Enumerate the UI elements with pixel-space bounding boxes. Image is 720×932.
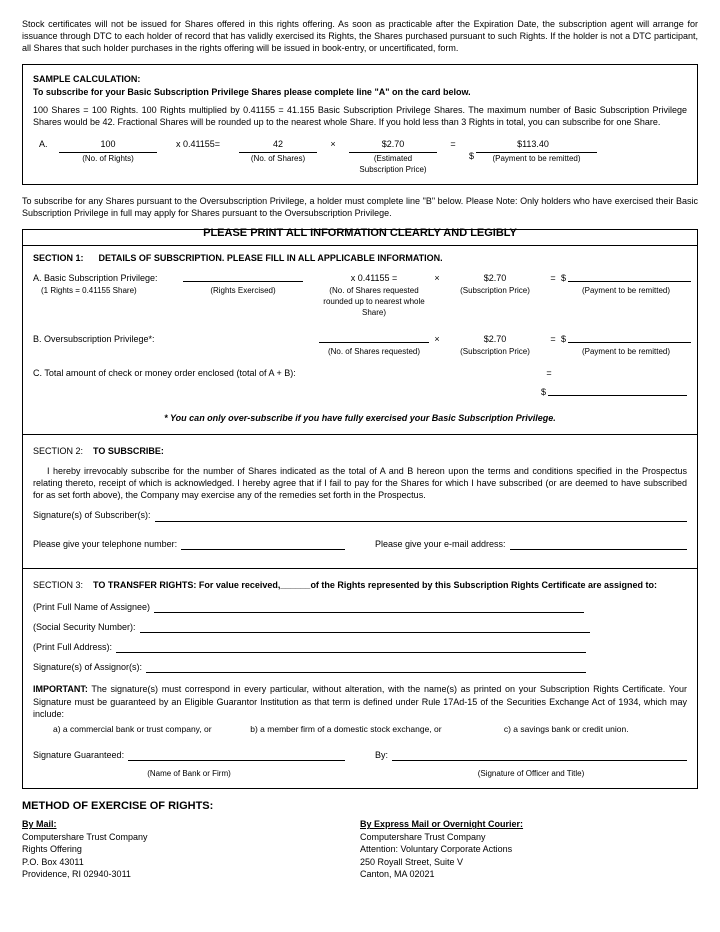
b-label: B. Oversubscription Privilege*: — [33, 333, 183, 345]
b-noshares: (No. of Shares requested) — [319, 347, 429, 358]
row-b-grid: B. Oversubscription Privilege*: × $2.70 … — [33, 333, 687, 358]
val-payment: $113.40 — [469, 138, 597, 150]
subscription-form-box: PLEASE PRINT ALL INFORMATION CLEARLY AND… — [22, 229, 698, 789]
assignor-sig-input[interactable] — [146, 664, 586, 673]
section1-header: SECTION 1: DETAILS OF SUBSCRIPTION. PLEA… — [33, 252, 687, 264]
opt-c: c) a savings bank or credit union. — [504, 724, 687, 735]
op-eq: = — [443, 138, 463, 176]
sample-h2: To subscribe for your Basic Subscription… — [33, 86, 687, 98]
email-input[interactable] — [510, 541, 687, 550]
a-times: × — [429, 272, 445, 284]
divider-2 — [23, 568, 697, 569]
guarantor-options: a) a commercial bank or trust company, o… — [53, 724, 687, 735]
sample-calculation-box: SAMPLE CALCULATION: To subscribe for you… — [22, 64, 698, 184]
c-label: C. Total amount of check or money order … — [33, 367, 541, 379]
mail-l1: Computershare Trust Company — [22, 831, 360, 844]
a-payment-input[interactable] — [568, 272, 691, 282]
b-eq: = — [545, 333, 561, 345]
sample-body: 100 Shares = 100 Rights. 100 Rights mult… — [33, 104, 687, 128]
section2-header: SECTION 2: TO SUBSCRIBE: — [33, 445, 687, 457]
sample-calc-row: A. 100 (No. of Rights) x 0.41155= 42 (No… — [33, 138, 687, 176]
b-subprice: (Subscription Price) — [445, 347, 545, 358]
opt-b: b) a member firm of a domestic stock exc… — [250, 724, 504, 735]
sec2-body: I hereby irrevocably subscribe for the n… — [33, 465, 687, 501]
row-c: C. Total amount of check or money order … — [33, 367, 687, 379]
exp-l1: Computershare Trust Company — [360, 831, 698, 844]
mail-l2: Rights Offering — [22, 843, 360, 856]
ssn-label: (Social Security Number): — [33, 621, 140, 633]
assignee-input[interactable] — [154, 604, 584, 613]
a-label: A. Basic Subscription Privilege: — [33, 272, 183, 284]
val-rights: 100 — [59, 138, 157, 150]
signature-input[interactable] — [155, 513, 687, 522]
assignee-label: (Print Full Name of Assignee) — [33, 601, 154, 613]
exp-l4: Canton, MA 02021 — [360, 868, 698, 881]
op-mult: x 0.41155= — [163, 138, 233, 176]
sample-h1: SAMPLE CALCULATION: — [33, 73, 687, 85]
address-input[interactable] — [116, 644, 586, 653]
assignor-sig-label: Signature(s) of Assignor(s): — [33, 661, 146, 673]
val-shares: 42 — [239, 138, 317, 150]
form-header: PLEASE PRINT ALL INFORMATION CLEARLY AND… — [23, 222, 697, 246]
important-note: IMPORTANT: The signature(s) must corresp… — [33, 683, 687, 719]
c-eq: = — [541, 367, 557, 379]
oversubscription-notice: To subscribe for any Shares pursuant to … — [22, 195, 698, 219]
method-header: METHOD OF EXERCISE OF RIGHTS: — [22, 799, 698, 814]
b-payremit: (Payment to be remitted) — [561, 347, 691, 358]
b-shares-input[interactable] — [319, 333, 429, 343]
a-eq: = — [545, 272, 561, 284]
bank-name-label: (Name of Bank or Firm) — [33, 769, 345, 780]
dollar-sign: $ — [469, 150, 476, 165]
lbl-shares: (No. of Shares) — [239, 152, 317, 165]
exp-l3: 250 Royall Street, Suite V — [360, 856, 698, 869]
c-total-input[interactable] — [548, 386, 687, 396]
row-a-grid: A. Basic Subscription Privilege: x 0.411… — [33, 272, 687, 319]
by-mail-header: By Mail: — [22, 818, 360, 831]
sig-guar-input[interactable] — [128, 752, 345, 761]
a-noshares: (No. of Shares requested rounded up to n… — [319, 286, 429, 318]
divider-1 — [23, 434, 697, 435]
oversubscribe-footnote: * You can only over-subscribe if you hav… — [33, 412, 687, 424]
telephone-input[interactable] — [181, 541, 345, 550]
val-price: $2.70 — [349, 138, 437, 150]
mail-l4: Providence, RI 02940-3011 — [22, 868, 360, 881]
a-rights-input[interactable] — [183, 272, 303, 282]
lbl-rights: (No. of Rights) — [59, 152, 157, 165]
email-label: Please give your e-mail address: — [375, 538, 510, 550]
tel-label: Please give your telephone number: — [33, 538, 181, 550]
b-payment-input[interactable] — [568, 333, 691, 343]
address-columns: By Mail: Computershare Trust Company Rig… — [22, 818, 698, 881]
a-mult: x 0.41155 = — [319, 272, 429, 284]
by-input[interactable] — [392, 752, 687, 761]
op-times: × — [323, 138, 343, 176]
officer-sig-label: (Signature of Officer and Title) — [375, 769, 687, 780]
intro-paragraph: Stock certificates will not be issued fo… — [22, 18, 698, 54]
a-rights-ex: (Rights Exercised) — [183, 286, 303, 297]
section3-header: SECTION 3: TO TRANSFER RIGHTS: For value… — [33, 579, 687, 591]
a-subprice: (Subscription Price) — [445, 286, 545, 297]
label-a: A. — [33, 138, 53, 176]
lbl-payment: (Payment to be remitted) — [476, 152, 597, 165]
b-times: × — [429, 333, 445, 345]
a-note: (1 Rights = 0.41155 Share) — [33, 286, 183, 297]
a-price: $2.70 — [445, 272, 545, 284]
opt-a: a) a commercial bank or trust company, o… — [53, 724, 250, 735]
by-label: By: — [375, 749, 392, 761]
sig-guar-label: Signature Guaranteed: — [33, 749, 128, 761]
mail-l3: P.O. Box 43011 — [22, 856, 360, 869]
a-payremit: (Payment to be remitted) — [561, 286, 691, 297]
b-price: $2.70 — [445, 333, 545, 345]
sig-label: Signature(s) of Subscriber(s): — [33, 509, 155, 521]
lbl-price: (Estimated Subscription Price) — [349, 152, 437, 176]
ssn-input[interactable] — [140, 624, 590, 633]
addr-label: (Print Full Address): — [33, 641, 116, 653]
exp-l2: Attention: Voluntary Corporate Actions — [360, 843, 698, 856]
by-express-header: By Express Mail or Overnight Courier: — [360, 818, 698, 831]
